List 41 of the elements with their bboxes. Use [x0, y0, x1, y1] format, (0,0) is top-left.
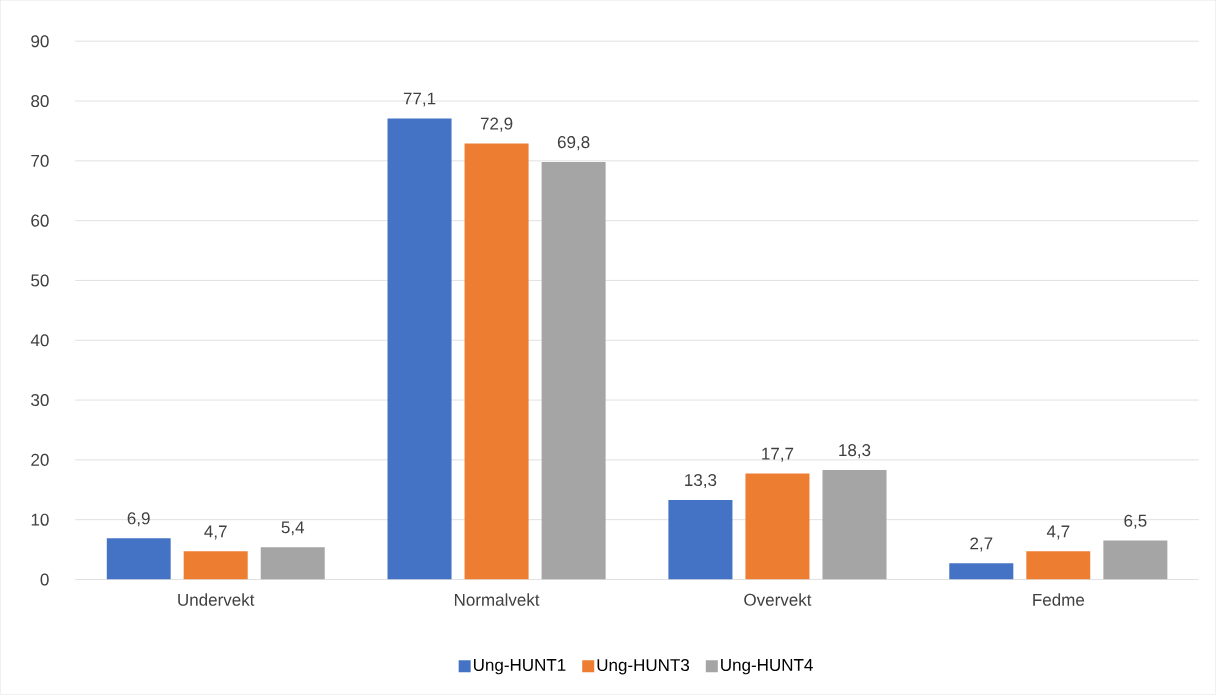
- y-tick-label: 80: [31, 95, 49, 108]
- legend-label: Ung-HUNT1: [473, 659, 566, 675]
- y-tick-label: 20: [31, 453, 49, 467]
- data-label: 77,1: [403, 92, 436, 107]
- data-label: 13,3: [685, 474, 717, 489]
- x-tick-label: Undervekt: [178, 593, 255, 606]
- bar: [822, 470, 887, 580]
- data-label: 6,5: [1124, 514, 1147, 529]
- data-label: 69,8: [557, 136, 590, 151]
- data-label: 4,7: [1046, 525, 1070, 540]
- x-tick-label: Overvekt: [744, 593, 812, 606]
- bar: [260, 547, 325, 580]
- y-tick-label: 60: [31, 214, 49, 227]
- y-tick-label: 90: [31, 35, 49, 48]
- y-tick-label: 10: [31, 513, 49, 526]
- legend-label: Ung-HUNT4: [721, 659, 813, 675]
- x-tick-label: Fedme: [1033, 593, 1085, 606]
- bar: [1103, 540, 1168, 580]
- x-tick-label: Normalvekt: [454, 593, 540, 606]
- bar: [668, 500, 733, 580]
- bar: [745, 473, 810, 580]
- y-tick-label: 40: [30, 334, 49, 347]
- bar: [106, 538, 171, 580]
- y-tick-label: 0: [40, 573, 49, 586]
- bar: [949, 563, 1014, 580]
- data-label: 18,3: [839, 444, 871, 459]
- bar: [183, 551, 248, 580]
- data-label: 2,7: [970, 537, 993, 552]
- y-tick-label: 50: [31, 274, 49, 287]
- bar: [387, 118, 452, 580]
- data-label: 17,7: [762, 447, 794, 462]
- y-tick-label: 30: [31, 394, 49, 407]
- data-label: 72,9: [480, 117, 513, 132]
- y-tick-label: 70: [31, 154, 49, 167]
- bar: [1026, 551, 1091, 580]
- data-label: 5,4: [281, 521, 305, 536]
- data-label: 4,7: [204, 525, 227, 540]
- bar: [464, 143, 529, 580]
- data-label: 6,9: [127, 512, 150, 527]
- legend-label: Ung-HUNT3: [597, 659, 690, 675]
- bar: [541, 162, 606, 580]
